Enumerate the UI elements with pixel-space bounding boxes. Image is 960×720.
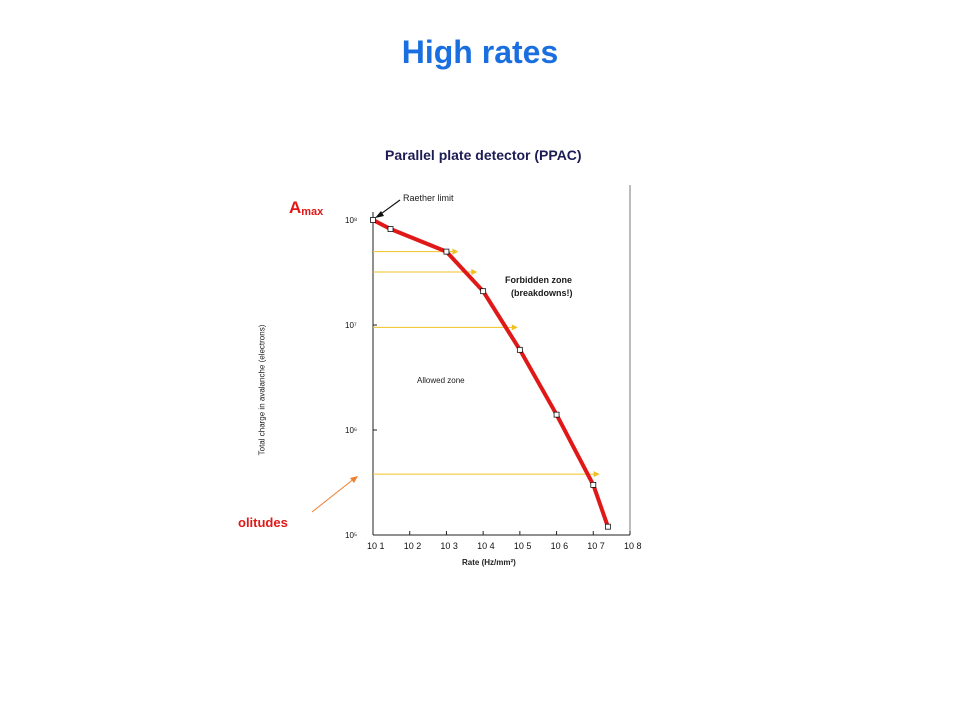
x-tick-label: 10 2 <box>404 541 422 551</box>
data-point <box>370 217 376 223</box>
x-tick-label: 10 1 <box>367 541 385 551</box>
amax-sub: max <box>301 206 324 218</box>
y-tick-label: 10⁸ <box>345 216 357 225</box>
data-point <box>604 523 611 530</box>
raether-limit-label: Raether limit <box>403 193 454 203</box>
x-tick-label: 10 4 <box>477 541 495 551</box>
y-tick-label: 10⁷ <box>345 321 357 330</box>
guide-arrowhead <box>452 248 459 255</box>
data-curve <box>371 218 610 529</box>
guide-arrowhead <box>471 268 478 275</box>
amax-main: A <box>289 198 302 217</box>
y-tick-label: 10⁶ <box>345 426 357 435</box>
y-axis-label: Total charge in avalanche (electrons) <box>257 324 267 456</box>
allowed-zone-label: Allowed zone <box>417 376 465 385</box>
x-tick-label: 10 7 <box>587 541 605 551</box>
data-point <box>480 288 487 295</box>
data-point <box>590 482 597 488</box>
forbidden-zone-line2: (breakdowns!) <box>511 288 573 298</box>
amplitudes-arrowhead <box>350 476 358 483</box>
forbidden-zone-line1: Forbidden zone <box>505 275 572 285</box>
data-point <box>553 411 560 418</box>
x-axis-label: Rate (Hz/mm²) <box>462 558 516 567</box>
x-tick-label: 10 5 <box>514 541 532 551</box>
guide-arrowhead <box>593 471 600 478</box>
raether-arrowhead <box>375 211 384 218</box>
chart-title: Parallel plate detector (PPAC) <box>385 147 582 163</box>
y-tick-label: 10⁵ <box>345 531 357 540</box>
amplitudes-label: olitudes <box>238 515 288 530</box>
x-tick-label: 10 6 <box>551 541 569 551</box>
data-point <box>443 248 450 255</box>
data-point <box>516 346 523 353</box>
x-tick-label: 10 8 <box>624 541 642 551</box>
amax-label: Amax <box>289 198 323 218</box>
slide-title: High rates <box>401 34 559 70</box>
amplitudes-arrow <box>311 477 356 513</box>
x-tick-label: 10 3 <box>440 541 458 551</box>
data-point <box>387 226 394 232</box>
guide-arrowhead <box>511 324 518 331</box>
